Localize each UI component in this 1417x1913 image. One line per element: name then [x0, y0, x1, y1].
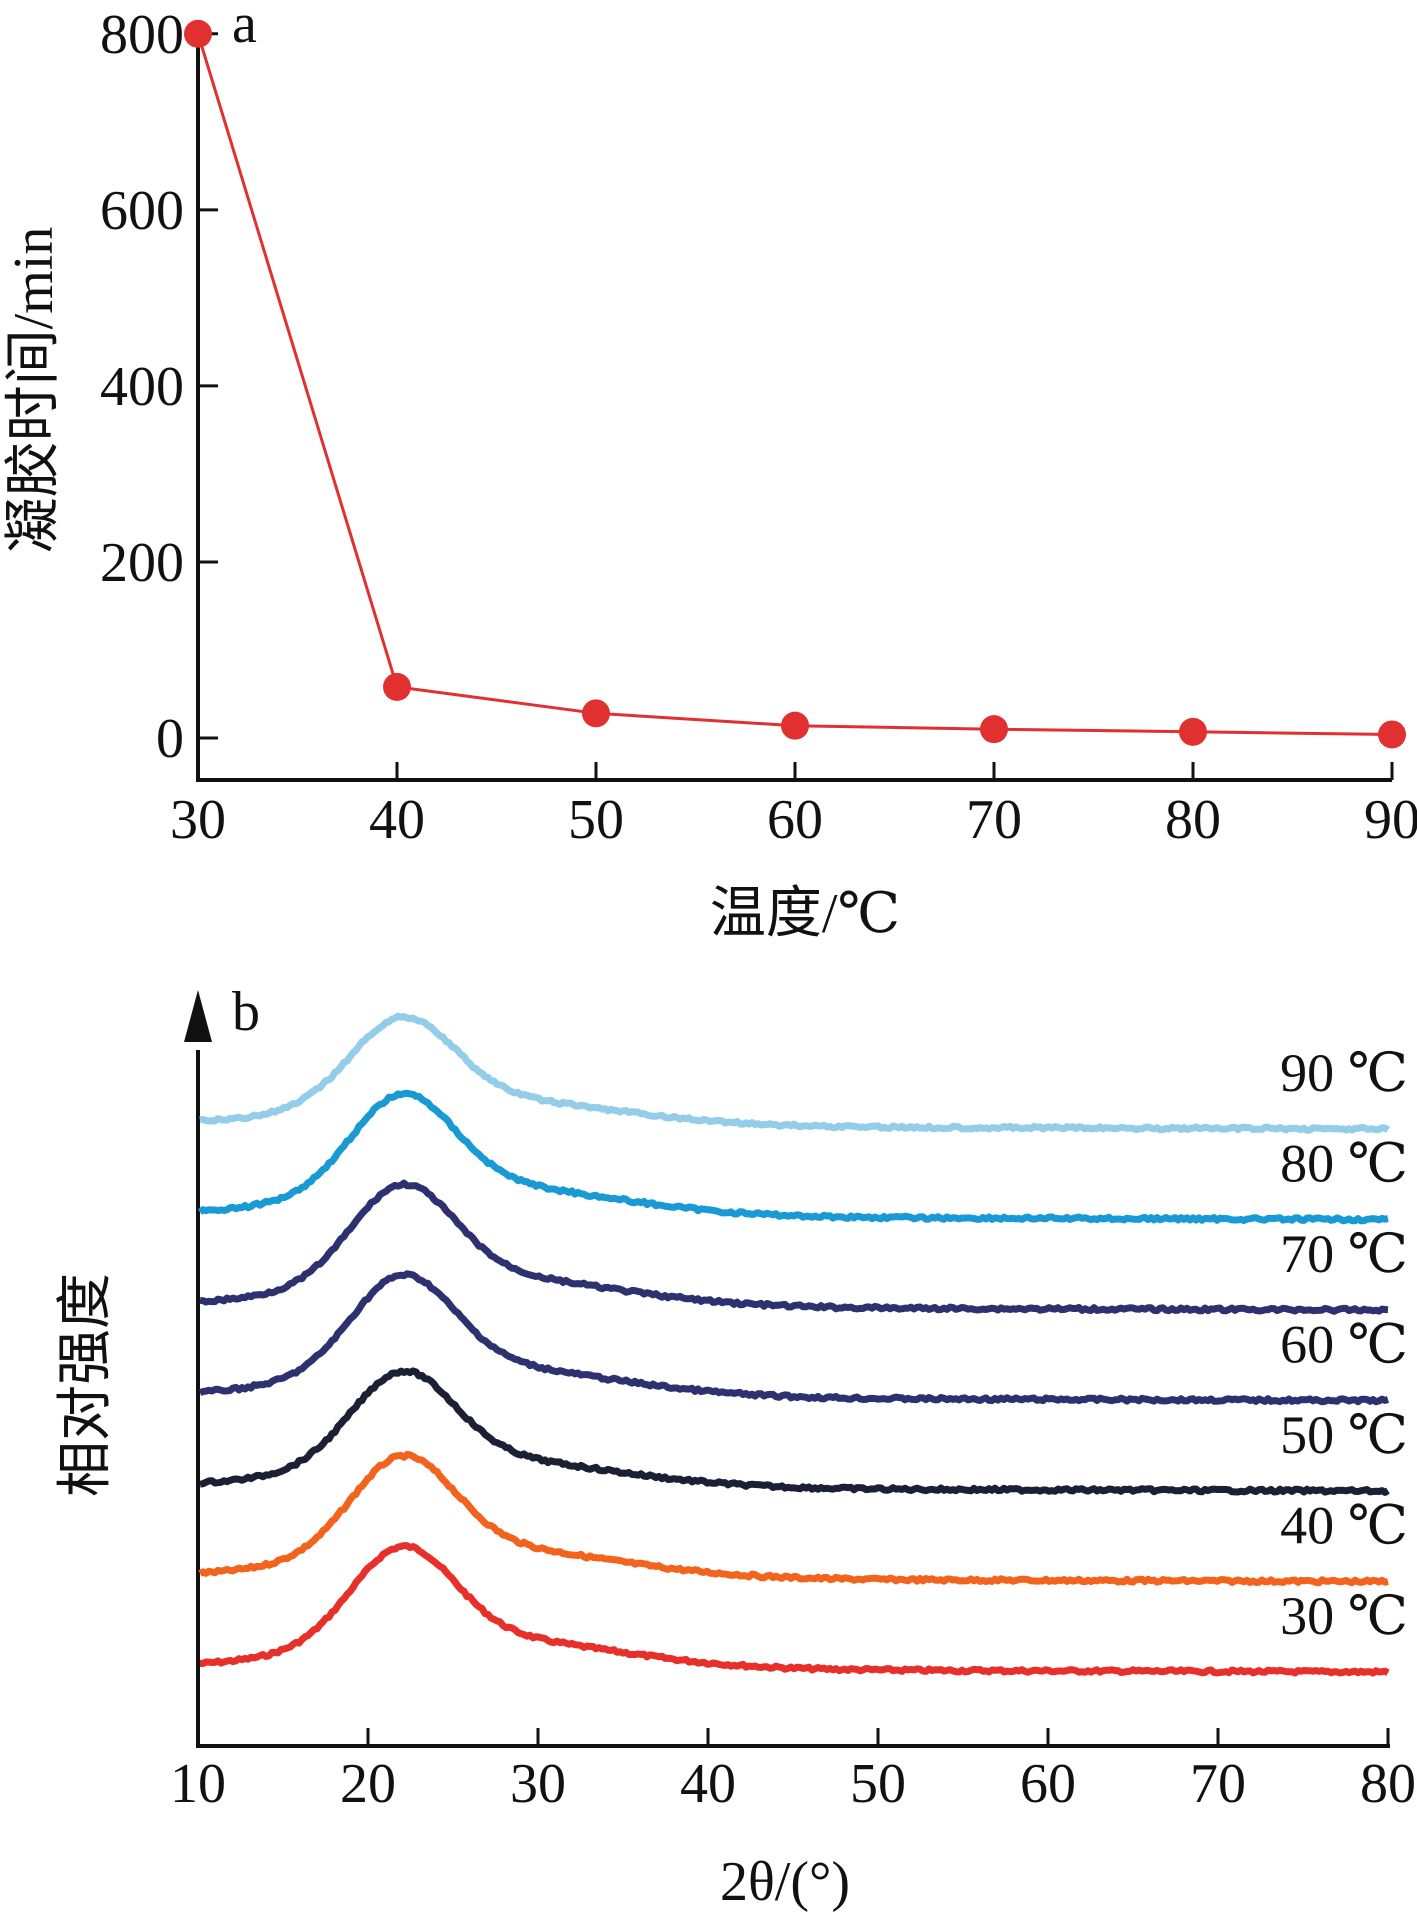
panel-a-series-line — [196, 33, 1393, 736]
panel-b-series-label: 50 ℃ — [1280, 1405, 1408, 1465]
panel-a-line-chart: 0 200 400 600 800 30 40 50 60 70 80 90 a 温度/℃ 凝胶时间… — [3, 0, 1417, 945]
panel-a-letter: a — [232, 0, 257, 55]
panel-b-series-label: 90 ℃ — [1280, 1043, 1408, 1103]
panel-a-data-point — [1378, 720, 1406, 749]
panel-b-y-axis-arrow — [184, 990, 212, 1042]
panel-a-x-axis-title: 温度/℃ — [710, 883, 900, 945]
panel-b-curves: 30 ℃ 40 ℃ 50 ℃ 60 ℃ 70 ℃ 80 ℃ 90 ℃ — [197, 1012, 1408, 1677]
panel-b-curve — [197, 1089, 1389, 1225]
panel-b-letter: b — [232, 981, 260, 1043]
panel-b-x-tick-label: 20 — [340, 1753, 396, 1815]
panel-b-series-label: 80 ℃ — [1280, 1134, 1408, 1194]
panel-b-x-tick-label: 80 — [1360, 1753, 1416, 1815]
panel-b-y-axis-title: 相对强度 — [55, 1273, 117, 1497]
panel-b-x-ticks: 10 20 30 40 50 60 70 80 — [170, 1728, 1416, 1815]
panel-a-y-axis-title: 凝胶时间/min — [3, 227, 65, 554]
panel-a-y-tick-label: 600 — [100, 180, 184, 242]
panel-b-series-label: 30 ℃ — [1280, 1586, 1408, 1646]
panel-a-y-tick-label: 800 — [100, 4, 184, 66]
panel-b-x-tick-label: 10 — [170, 1753, 226, 1815]
panel-b-x-tick-label: 40 — [680, 1753, 736, 1815]
panel-a-data-point — [781, 711, 809, 740]
panel-b-curve — [199, 1367, 1390, 1496]
panel-b-series-label: 70 ℃ — [1280, 1224, 1408, 1284]
panel-a-y-tick-label: 400 — [100, 356, 184, 418]
panel-a-x-ticks: 30 40 50 60 70 80 90 — [170, 762, 1417, 851]
panel-b-series-label: 60 ℃ — [1280, 1315, 1408, 1375]
panel-a-x-tick-label: 40 — [369, 789, 425, 851]
panel-a-y-tick-label: 0 — [156, 708, 184, 770]
panel-a-y-tick-label: 200 — [100, 532, 184, 594]
panel-a-data-point — [383, 672, 411, 701]
panel-a-x-tick-label: 90 — [1364, 789, 1417, 851]
panel-a-x-tick-label: 60 — [767, 789, 823, 851]
panel-b-curve — [199, 1542, 1390, 1677]
panel-b-x-axis-title: 2θ/(°) — [720, 1851, 850, 1913]
panel-a-x-tick-label: 30 — [170, 789, 226, 851]
panel-a-data-point — [980, 715, 1008, 744]
panel-a-y-ticks: 0 200 400 600 800 — [100, 4, 218, 770]
panel-b-curve — [198, 1451, 1389, 1587]
panel-b-curve — [199, 1179, 1389, 1315]
panel-b-x-tick-label: 50 — [850, 1753, 906, 1815]
panel-a-data-point — [1179, 717, 1207, 746]
panel-a-data-points — [184, 19, 1406, 749]
panel-a-x-tick-label: 80 — [1165, 789, 1221, 851]
panel-b-xrd-chart: 10 20 30 40 50 60 70 80 30 ℃ 40 ℃ 50 ℃ 60 ℃ 70 ℃ 80 … — [55, 981, 1416, 1913]
panel-b-x-tick-label: 30 — [510, 1753, 566, 1815]
panel-a-x-tick-label: 70 — [966, 789, 1022, 851]
panel-b-x-tick-label: 70 — [1190, 1753, 1246, 1815]
panel-a-data-point — [184, 19, 212, 48]
panel-a-data-point — [582, 699, 610, 728]
panel-a-x-tick-label: 50 — [568, 789, 624, 851]
panel-b-curve — [199, 1012, 1391, 1134]
panel-b-x-tick-label: 60 — [1020, 1753, 1076, 1815]
panel-b-series-label: 40 ℃ — [1280, 1496, 1408, 1556]
panel-b-curve — [198, 1270, 1390, 1406]
